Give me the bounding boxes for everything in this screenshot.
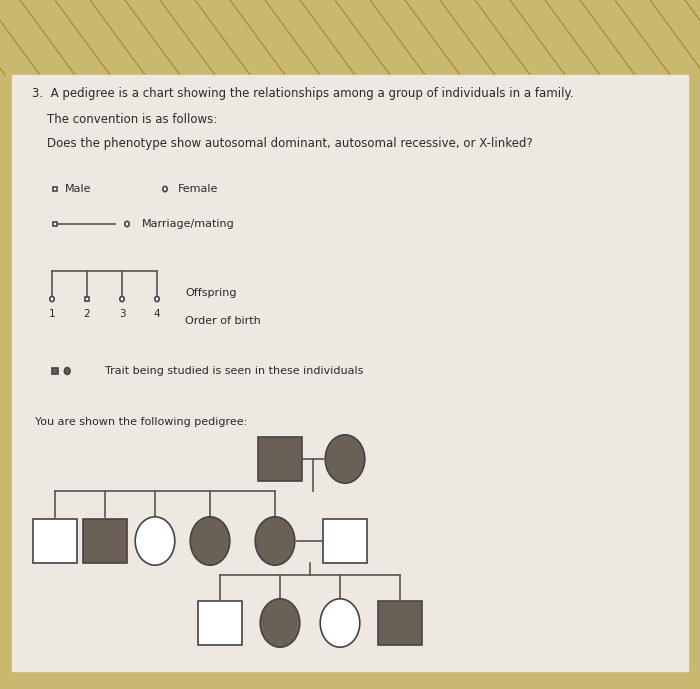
- Text: The convention is as follows:: The convention is as follows:: [32, 113, 217, 126]
- Ellipse shape: [120, 296, 124, 302]
- Bar: [83, 519, 127, 563]
- Bar: [52, 187, 57, 192]
- Ellipse shape: [326, 435, 365, 483]
- Bar: [52, 368, 58, 374]
- Text: You are shown the following pedigree:: You are shown the following pedigree:: [35, 417, 247, 427]
- Text: Order of birth: Order of birth: [185, 316, 260, 326]
- Ellipse shape: [190, 517, 230, 565]
- Ellipse shape: [163, 186, 167, 192]
- Bar: [0, 0, 700, 75]
- Bar: [198, 601, 242, 645]
- Ellipse shape: [320, 599, 360, 647]
- Ellipse shape: [125, 221, 130, 227]
- Ellipse shape: [155, 296, 159, 302]
- Text: 4: 4: [154, 309, 160, 320]
- Bar: [323, 519, 367, 563]
- Ellipse shape: [260, 599, 300, 647]
- Text: Female: Female: [178, 184, 218, 194]
- Text: Trait being studied is seen in these individuals: Trait being studied is seen in these ind…: [105, 366, 363, 376]
- Text: Offspring: Offspring: [185, 288, 237, 298]
- Bar: [52, 222, 57, 227]
- Ellipse shape: [50, 296, 54, 302]
- Text: 2: 2: [84, 309, 90, 320]
- Bar: [33, 519, 77, 563]
- Ellipse shape: [64, 367, 70, 374]
- Bar: [258, 437, 302, 481]
- Text: 1: 1: [49, 309, 55, 320]
- Ellipse shape: [256, 517, 295, 565]
- Text: Does the phenotype show autosomal dominant, autosomal recessive, or X-linked?: Does the phenotype show autosomal domina…: [32, 137, 533, 150]
- Bar: [378, 601, 422, 645]
- Bar: [12, 75, 688, 671]
- Text: Marriage/mating: Marriage/mating: [142, 219, 235, 229]
- Text: 3: 3: [119, 309, 125, 320]
- Ellipse shape: [135, 517, 175, 565]
- Text: 3.  A pedigree is a chart showing the relationships among a group of individuals: 3. A pedigree is a chart showing the rel…: [32, 87, 573, 100]
- Text: Male: Male: [65, 184, 92, 194]
- Bar: [85, 296, 90, 301]
